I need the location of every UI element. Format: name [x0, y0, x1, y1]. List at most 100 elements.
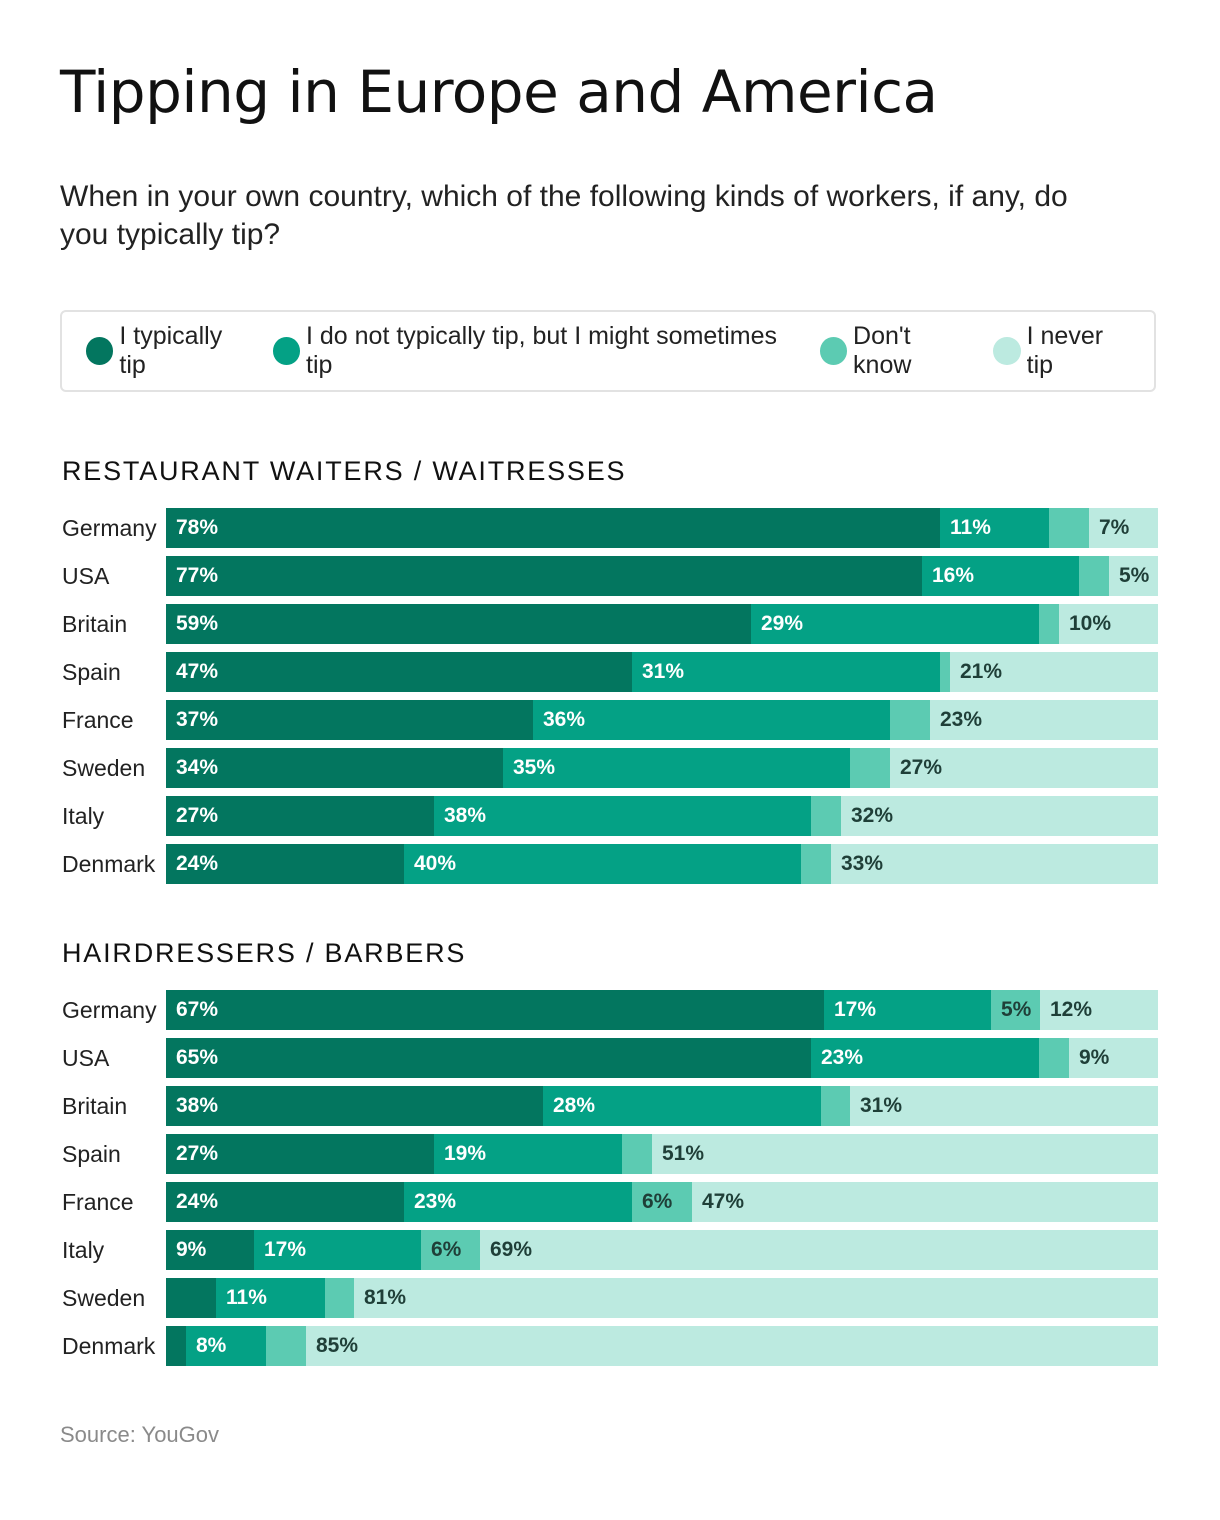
legend-swatch-dont-know: [819, 337, 848, 365]
legend: I typically tip I do not typically tip, …: [60, 310, 1156, 392]
bar-segment-typically-tip: [166, 652, 632, 692]
data-label-sometimes-tip: 11%: [950, 516, 991, 539]
legend-label-dont-know: Don't know: [853, 322, 912, 379]
bar-segment-sometimes-tip: [434, 1134, 622, 1174]
chart-title: Tipping in Europe and America: [60, 58, 938, 126]
data-label-dont-know: 6%: [642, 1190, 673, 1213]
bar-segment-sometimes-tip: [404, 1182, 632, 1222]
data-label-sometimes-tip: 16%: [932, 564, 975, 587]
chart-waiters: Germany 78% 11% 7% USA 77% 16% 5% Britain 59% 29% 1…: [60, 508, 1160, 892]
bar-segment-sometimes-tip: [186, 1326, 266, 1366]
bar-row-usa: USA 65% 23% 9%: [60, 1038, 1160, 1086]
bar-row-italy: Italy 27% 38% 32%: [60, 796, 1160, 844]
bar-segment-typically-tip: [166, 1278, 216, 1318]
data-label-never-tip: 5%: [1119, 564, 1150, 587]
bar-segment-typically-tip: [166, 1230, 254, 1270]
bar-track: 77% 16% 5%: [166, 556, 1158, 596]
bar-segment-dont-know: [622, 1134, 652, 1174]
data-label-typically-tip: 38%: [176, 1094, 219, 1117]
bar-segment-typically-tip: [166, 844, 404, 884]
bar-segment-dont-know: [890, 700, 930, 740]
bar-row-britain: Britain 38% 28% 31%: [60, 1086, 1160, 1134]
bar-segment-typically-tip: [166, 796, 434, 836]
bar-segment-dont-know: [1049, 508, 1089, 548]
bar-segment-never-tip: [850, 1086, 1158, 1126]
chart-hairdressers: Germany 67% 17% 5% 12% USA 65% 23% 9% Britain 38% 2…: [60, 990, 1160, 1374]
bar-track: 9% 17% 6% 69%: [166, 1230, 1158, 1270]
data-label-typically-tip: 9%: [176, 1238, 207, 1261]
bar-segment-sometimes-tip: [216, 1278, 325, 1318]
bar-track: 11% 81%: [166, 1278, 1158, 1318]
data-label-typically-tip: 47%: [176, 660, 219, 683]
bar-track: 78% 11% 7%: [166, 508, 1158, 548]
bar-segment-sometimes-tip: [922, 556, 1079, 596]
bar-segment-sometimes-tip: [543, 1086, 821, 1126]
data-label-typically-tip: 65%: [176, 1046, 219, 1069]
bar-segment-typically-tip: [166, 1038, 811, 1078]
bar-segment-sometimes-tip: [751, 604, 1039, 644]
bar-segment-never-tip: [1089, 508, 1158, 548]
bar-row-germany: Germany 67% 17% 5% 12%: [60, 990, 1160, 1038]
data-label-sometimes-tip: 36%: [543, 708, 586, 731]
bar-row-sweden: Sweden 11% 81%: [60, 1278, 1160, 1326]
data-label-typically-tip: 24%: [176, 1190, 219, 1213]
bar-segment-never-tip: [950, 652, 1158, 692]
bar-segment-sometimes-tip: [940, 508, 1049, 548]
bar-segment-dont-know: [811, 796, 841, 836]
bar-segment-dont-know: [821, 1086, 850, 1126]
bar-track: 24% 23% 6% 47%: [166, 1182, 1158, 1222]
bar-segment-dont-know: [266, 1326, 306, 1366]
data-label-never-tip: 51%: [662, 1142, 705, 1165]
data-label-never-tip: 47%: [702, 1190, 745, 1213]
bar-segment-dont-know: [1079, 556, 1109, 596]
bar-segment-sometimes-tip: [811, 1038, 1039, 1078]
bar-row-spain: Spain 27% 19% 51%: [60, 1134, 1160, 1182]
legend-label-never-tip: I never tip: [1026, 322, 1104, 379]
data-label-never-tip: 33%: [841, 852, 884, 875]
country-label: Spain: [62, 659, 121, 685]
data-label-sometimes-tip: 28%: [553, 1094, 596, 1117]
source-note: Source: YouGov: [60, 1422, 220, 1447]
bar-segment-dont-know: [325, 1278, 354, 1318]
bar-row-france: France 37% 36% 23%: [60, 700, 1160, 748]
bar-segment-dont-know: [1039, 1038, 1069, 1078]
bar-segment-never-tip: [841, 796, 1158, 836]
bar-segment-dont-know: [632, 1182, 692, 1222]
country-label: Sweden: [62, 755, 146, 781]
bar-segment-never-tip: [480, 1230, 1158, 1270]
bar-segment-typically-tip: [166, 990, 824, 1030]
bar-segment-typically-tip: [166, 1134, 434, 1174]
bar-segment-sometimes-tip: [503, 748, 850, 788]
bar-track: 38% 28% 31%: [166, 1086, 1158, 1126]
bar-segment-sometimes-tip: [533, 700, 890, 740]
legend-swatch-never-tip: [993, 337, 1021, 365]
bar-row-germany: Germany 78% 11% 7%: [60, 508, 1160, 556]
bar-segment-typically-tip: [166, 748, 503, 788]
bar-segment-dont-know: [801, 844, 831, 884]
section-title-waiters: RESTAURANT WAITERS / WAITRESSES: [62, 456, 627, 486]
bar-segment-never-tip: [930, 700, 1158, 740]
bar-track: 47% 31% 21%: [166, 652, 1158, 692]
legend-item-dont-know: Don't know: [819, 322, 974, 380]
data-label-typically-tip: 34%: [176, 756, 219, 779]
bar-segment-sometimes-tip: [824, 990, 991, 1030]
country-label: USA: [62, 563, 110, 589]
data-label-sometimes-tip: 17%: [264, 1238, 307, 1261]
data-label-sometimes-tip: 35%: [513, 756, 556, 779]
bar-track: 67% 17% 5% 12%: [166, 990, 1158, 1030]
data-label-dont-know: 5%: [1001, 998, 1032, 1021]
data-label-sometimes-tip: 11%: [226, 1286, 267, 1309]
data-label-sometimes-tip: 23%: [414, 1190, 457, 1213]
country-label: Spain: [62, 1141, 121, 1167]
bar-segment-sometimes-tip: [404, 844, 801, 884]
bar-segment-never-tip: [354, 1278, 1158, 1318]
data-label-never-tip: 21%: [960, 660, 1003, 683]
country-label: France: [62, 1189, 134, 1215]
data-label-sometimes-tip: 29%: [761, 612, 804, 635]
bar-track: 65% 23% 9%: [166, 1038, 1158, 1078]
bar-segment-dont-know: [850, 748, 890, 788]
bar-track: 34% 35% 27%: [166, 748, 1158, 788]
country-label: Sweden: [62, 1285, 146, 1311]
country-label: USA: [62, 1045, 110, 1071]
legend-label-typically-tip: I typically tip: [119, 322, 223, 379]
